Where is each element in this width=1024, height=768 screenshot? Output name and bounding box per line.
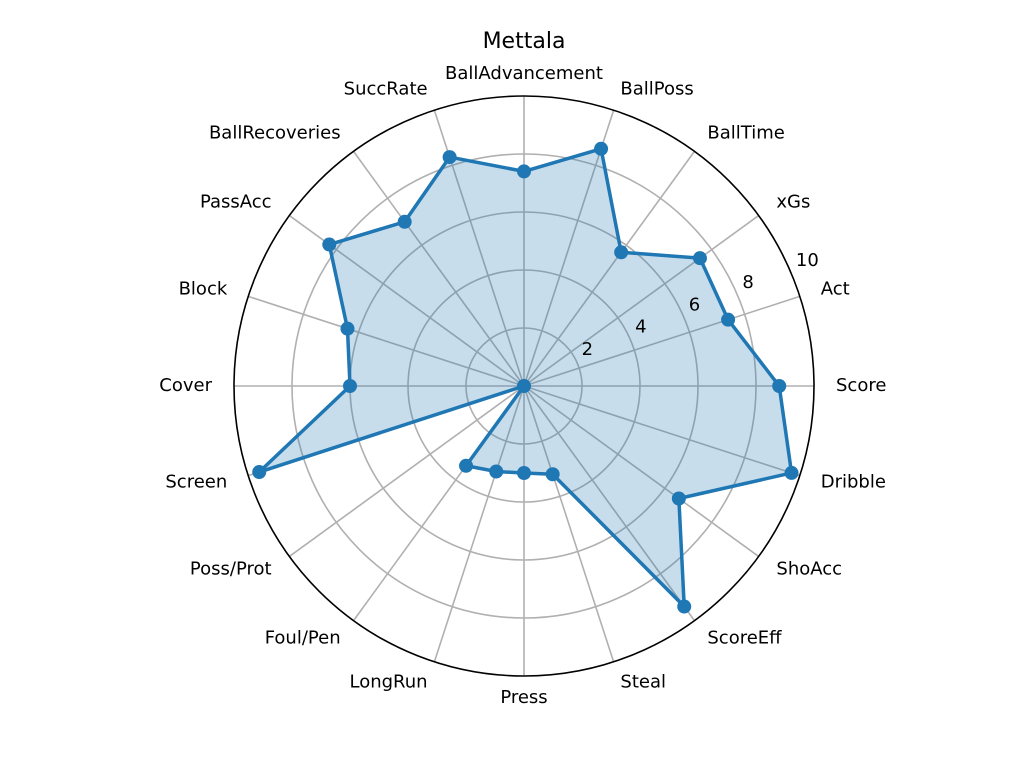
r-tick-label: 4 — [635, 317, 646, 338]
spoke-line — [523, 295, 801, 387]
r-tick-label: 6 — [689, 294, 700, 315]
data-point — [671, 491, 686, 506]
spoke-line — [523, 385, 696, 622]
data-point — [517, 164, 531, 179]
series-area — [259, 148, 792, 607]
spoke-line — [523, 214, 760, 387]
category-label: SuccRate — [344, 78, 428, 99]
spoke-line — [247, 295, 525, 387]
r-tick-label: 10 — [796, 250, 819, 271]
category-label: LongRun — [350, 672, 428, 693]
grid-ring — [407, 269, 641, 503]
category-label: Score — [836, 375, 886, 396]
data-layer — [252, 141, 799, 614]
category-label: PassAcc — [200, 192, 272, 213]
spoke-line — [523, 385, 615, 663]
r-tick-label: 8 — [742, 272, 753, 293]
spoke-line — [288, 385, 525, 558]
category-label: Screen — [165, 471, 227, 492]
spoke-line — [433, 385, 525, 663]
data-point — [252, 465, 267, 480]
data-point — [772, 379, 787, 393]
category-label: BallTime — [707, 123, 784, 144]
category-label: Dribble — [821, 471, 886, 492]
spoke-line — [523, 109, 615, 387]
data-point — [517, 466, 531, 480]
radial-tick-labels: 2 4 6 8 10 — [582, 250, 819, 360]
data-point — [489, 464, 504, 479]
category-label: Act — [821, 279, 850, 300]
data-point — [397, 214, 412, 229]
spoke-line — [523, 385, 801, 477]
data-point — [340, 321, 355, 336]
category-label: Foul/Pen — [265, 627, 341, 648]
data-point — [442, 150, 457, 165]
data-point — [322, 237, 337, 252]
spoke-line — [523, 150, 696, 387]
category-label: Cover — [159, 375, 212, 396]
r-tick-label: 2 — [582, 339, 593, 360]
data-point — [545, 467, 560, 482]
data-point — [692, 251, 707, 266]
data-point — [784, 465, 799, 480]
grid-ring — [291, 153, 757, 619]
data-point — [517, 379, 531, 393]
category-label: xGs — [776, 192, 810, 213]
category-label: Press — [500, 687, 547, 708]
category-label: BallAdvancement — [445, 63, 603, 84]
data-point — [614, 245, 629, 260]
spoke-line — [523, 385, 760, 558]
chart-title: Mettala — [483, 29, 566, 54]
data-point — [594, 141, 609, 156]
category-label: ScoreEff — [707, 627, 782, 648]
category-label: ShoAcc — [776, 558, 842, 579]
category-labels: Score Act xGs BallTime BallPoss BallAdvanceme… — [159, 63, 886, 708]
grid-ring — [465, 327, 583, 445]
data-point — [721, 312, 736, 327]
data-point — [459, 458, 474, 473]
data-point — [343, 379, 357, 393]
spoke-line — [352, 150, 525, 387]
category-label: BallPoss — [620, 78, 693, 99]
data-point — [677, 599, 692, 614]
category-label: BallRecoveries — [209, 123, 341, 144]
category-label: Poss/Prot — [190, 558, 272, 579]
category-label: Steal — [620, 672, 666, 693]
grid-ring — [233, 95, 815, 677]
category-label: Block — [179, 279, 228, 300]
